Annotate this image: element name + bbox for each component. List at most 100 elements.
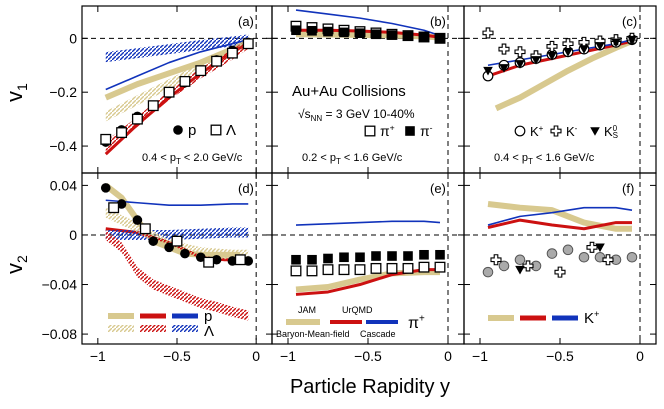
- data-point-gray-circle: [626, 251, 638, 263]
- energy-suffix: = 3 GeV 10-40%: [322, 107, 415, 121]
- x-tick-label: −1: [90, 348, 106, 364]
- legend-text-lambda: Λ: [204, 323, 214, 340]
- data-point-filled-circle: [227, 256, 238, 266]
- data-point-open-square: [370, 262, 382, 274]
- model-band-jam-hatch: [105, 207, 249, 260]
- data-point-filled-triangle-down: [595, 42, 605, 51]
- data-point-open-square: [147, 100, 159, 112]
- data-point-open-cross: [522, 260, 534, 272]
- legend-text-pi: π+: [408, 314, 425, 332]
- model-band-cascade: [105, 199, 249, 207]
- data-point-filled-triangle-down: [499, 64, 509, 73]
- legend-text-piplus-sup: +: [390, 122, 395, 132]
- pt-range-sub: T: [176, 157, 181, 166]
- legend-hatch-bmf: [140, 325, 166, 332]
- legend-text-k0s: K0 S: [604, 124, 618, 140]
- legend-text-k-main: K: [584, 310, 594, 327]
- data-point-filled-circle: [132, 215, 143, 225]
- legend-text-lambda-main: Λ: [226, 122, 236, 139]
- data-point-open-cross: [498, 43, 510, 55]
- data-point-open-square: [386, 262, 398, 274]
- pt-range-a: 0.2 < p: [302, 152, 336, 164]
- data-point-open-square: [434, 261, 446, 273]
- panel-label: (a): [238, 14, 254, 29]
- data-point-filled-square: [323, 253, 333, 264]
- model-band-jam: [487, 200, 632, 232]
- data-point-filled-square: [339, 252, 349, 263]
- legend-label-urqmd: UrQMD: [342, 305, 373, 315]
- data-point-filled-triangle-down: [611, 38, 621, 48]
- legend-text-pi-sup: +: [419, 314, 425, 325]
- data-point-filled-square: [339, 27, 349, 38]
- data-point-open-square: [108, 202, 120, 214]
- legend-marker-piminus: [405, 126, 415, 136]
- data-point-filled-square: [435, 249, 445, 260]
- legend-text-k: K+: [584, 309, 599, 327]
- legend-marker-kminus: [550, 125, 562, 137]
- data-point-open-square: [203, 256, 215, 268]
- collision-label: Au+Au Collisions: [292, 83, 406, 100]
- x-tick-label: −0.5: [354, 348, 382, 364]
- legend-text-piminus-sup: -: [430, 122, 433, 132]
- data-point-open-square: [338, 264, 350, 276]
- data-point-filled-circle: [148, 236, 159, 246]
- data-point-gray-circle: [562, 244, 574, 256]
- legend-text-kplus-sup: +: [539, 124, 544, 133]
- data-point-open-square: [242, 38, 254, 50]
- data-point-open-square: [131, 113, 143, 125]
- data-point-filled-triangle-down: [515, 60, 525, 69]
- data-point-open-square: [354, 264, 366, 276]
- panel-label: (c): [622, 14, 637, 29]
- model-band-cascade: [487, 206, 633, 226]
- data-point-open-square: [234, 254, 246, 266]
- pt-range-b: < 1.6 GeV/c: [533, 152, 595, 164]
- data-point-filled-triangle-down: [579, 45, 589, 54]
- data-point-filled-square: [371, 251, 381, 261]
- data-point-filled-square: [355, 252, 365, 263]
- data-point-open-square: [171, 235, 183, 247]
- data-point-open-square: [100, 133, 112, 145]
- legend-text-kminus-main: K: [566, 124, 575, 139]
- data-point-filled-square: [403, 31, 413, 41]
- panel-f: −1 −0.5 0 (f) K+: [463, 172, 657, 364]
- data-point-filled-triangle-down: [563, 47, 573, 57]
- data-point-filled-square: [387, 30, 397, 40]
- model-band-bmf-hatch: [105, 229, 249, 321]
- y-tick-label: −0.4: [49, 138, 77, 154]
- pt-range-a: 0.4 < p: [494, 152, 528, 164]
- data-point-filled-triangle-down: [595, 243, 605, 253]
- model-band-cascade: [295, 9, 441, 37]
- data-point-open-cross: [546, 40, 558, 52]
- x-tick-label: 0: [636, 348, 644, 364]
- data-point-filled-circle: [100, 183, 111, 193]
- y-tick-label: −0.08: [42, 326, 78, 342]
- data-point-open-square: [402, 262, 414, 274]
- legend-hatch-cascade: [172, 325, 198, 332]
- data-point-open-square: [195, 65, 207, 77]
- data-point-filled-square: [419, 249, 429, 260]
- y-tick-label: −0.2: [49, 84, 77, 100]
- pt-range-b: < 2.0 GeV/c: [181, 152, 243, 164]
- data-point-filled-square: [435, 33, 445, 44]
- data-point-filled-square: [307, 25, 317, 36]
- legend-text-p-main: p: [204, 308, 212, 325]
- data-point-open-square: [116, 127, 128, 139]
- legend-label-bmf: Baryon-Mean-field: [276, 329, 350, 339]
- pt-range-sub: T: [528, 157, 533, 166]
- pt-range-sub: T: [336, 157, 341, 166]
- legend-text-pi-main: π: [408, 315, 419, 332]
- x-tick-label: −1: [280, 348, 296, 364]
- legend-marker-piplus: [364, 125, 376, 137]
- data-point-filled-circle: [211, 254, 222, 265]
- legend-text-piminus-main: π: [420, 123, 430, 139]
- panel-label: (d): [238, 181, 254, 196]
- x-tick-label: −0.5: [163, 348, 191, 364]
- y-tick-label: −0.04: [42, 277, 78, 293]
- legend-text-k0s-sub: S: [613, 131, 618, 140]
- legend-marker-k0s: [590, 127, 600, 136]
- energy-sub: NN: [311, 114, 323, 123]
- data-point-gray-circle: [546, 248, 558, 259]
- data-point-filled-square: [403, 251, 413, 261]
- pt-range-label: 0.4 < pT < 1.6 GeV/c: [494, 152, 595, 166]
- data-point-filled-square: [323, 26, 333, 37]
